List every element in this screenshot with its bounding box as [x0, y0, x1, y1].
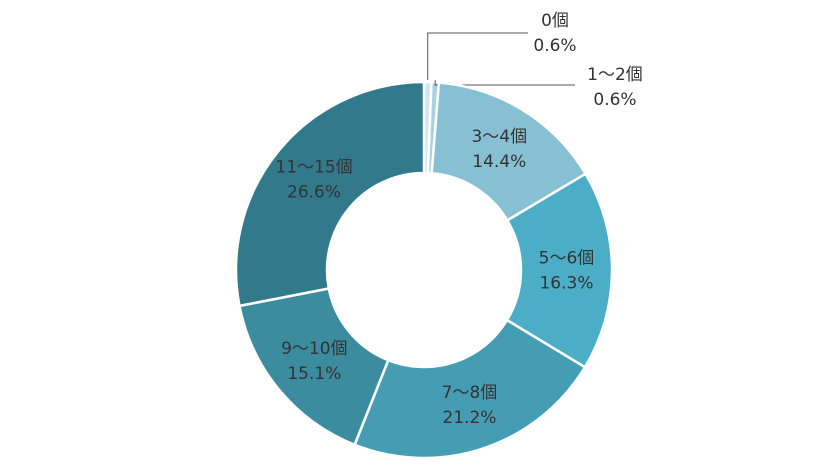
donut-slice — [234, 80, 426, 308]
slice-label: 9〜10個 — [281, 339, 347, 359]
donut-slice — [353, 318, 587, 460]
slice-label: 1〜2個 — [587, 65, 643, 85]
leader-line — [434, 80, 575, 86]
value-label: 15.1% — [287, 364, 341, 384]
leader-line — [427, 32, 528, 81]
value-label: 0.6% — [533, 36, 576, 56]
donut-slice — [505, 172, 614, 369]
slice-label: 7〜8個 — [442, 383, 498, 403]
value-label: 14.4% — [472, 152, 526, 172]
slice-label: 11〜15個 — [275, 157, 352, 177]
donut-slice — [237, 287, 390, 447]
slice-label: 5〜6個 — [539, 248, 595, 268]
value-label: 26.6% — [287, 182, 341, 202]
value-label: 16.3% — [539, 273, 593, 293]
slice-label: 0個 — [541, 11, 569, 31]
slice-label: 3〜4個 — [471, 127, 527, 147]
value-label: 21.2% — [442, 408, 496, 428]
value-label: 0.6% — [593, 90, 636, 110]
